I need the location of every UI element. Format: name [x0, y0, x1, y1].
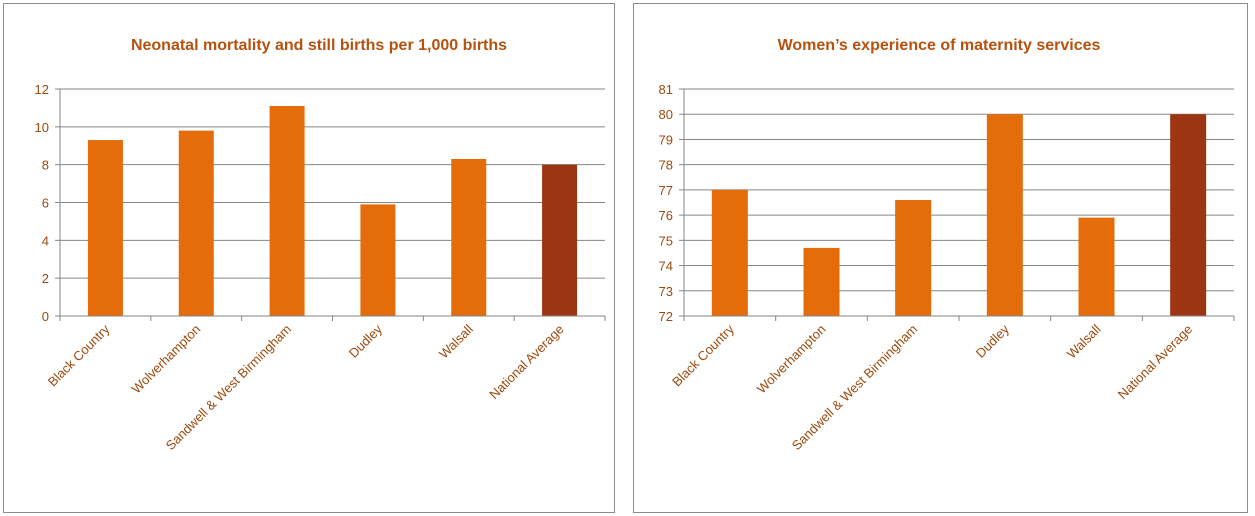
y-tick-label: 8 [42, 158, 49, 173]
neonatal-mortality-chart: Neonatal mortality and still births per … [35, 37, 606, 453]
y-tick-label: 80 [659, 107, 673, 122]
bar-national-average [542, 164, 578, 316]
y-tick-label: 12 [35, 82, 49, 97]
y-tick-label: 10 [35, 120, 49, 135]
bar-walsall [1078, 217, 1115, 316]
bar-dudley [986, 114, 1023, 316]
bar-sandwell-west-birmingham [269, 106, 305, 317]
y-tick-label: 77 [659, 183, 673, 198]
y-tick-label: 73 [659, 284, 673, 299]
x-category-label: Wolverhampton [754, 322, 829, 397]
bar-wolverhampton [178, 130, 214, 316]
y-tick-label: 76 [659, 208, 673, 223]
x-category-label: Black Country [669, 321, 737, 389]
x-category-label: Dudley [346, 321, 386, 361]
y-tick-label: 4 [42, 233, 49, 248]
x-category-label: Walsall [1064, 321, 1104, 361]
bar-black-country [87, 140, 123, 316]
bar-black-country [711, 189, 748, 316]
x-category-label: National Average [1115, 322, 1195, 402]
chart-panel-neonatal: Neonatal mortality and still births per … [3, 3, 615, 513]
maternity-experience-chart: Women’s experience of maternity services… [659, 37, 1235, 453]
y-tick-label: 2 [42, 271, 49, 286]
y-tick-label: 72 [659, 309, 673, 324]
x-category-label: Walsall [436, 321, 476, 361]
y-tick-label: 6 [42, 196, 49, 211]
bar-sandwell-west-birmingham [895, 199, 932, 316]
y-tick-label: 75 [659, 233, 673, 248]
bar-wolverhampton [803, 247, 840, 316]
y-tick-label: 74 [659, 259, 673, 274]
y-tick-label: 79 [659, 132, 673, 147]
x-category-label: National Average [486, 322, 566, 402]
chart-title: Women’s experience of maternity services [778, 37, 1101, 54]
y-tick-label: 78 [659, 158, 673, 173]
bar-dudley [360, 204, 396, 316]
x-category-label: Black Country [45, 321, 113, 389]
bar-walsall [451, 158, 487, 316]
x-category-label: Wolverhampton [129, 322, 204, 397]
x-category-label: Dudley [973, 321, 1013, 361]
y-tick-label: 81 [659, 82, 673, 97]
bar-national-average [1170, 114, 1207, 316]
y-tick-label: 0 [42, 309, 49, 324]
chart-panel-maternity: Women’s experience of maternity services… [633, 3, 1248, 513]
chart-title: Neonatal mortality and still births per … [131, 37, 507, 54]
